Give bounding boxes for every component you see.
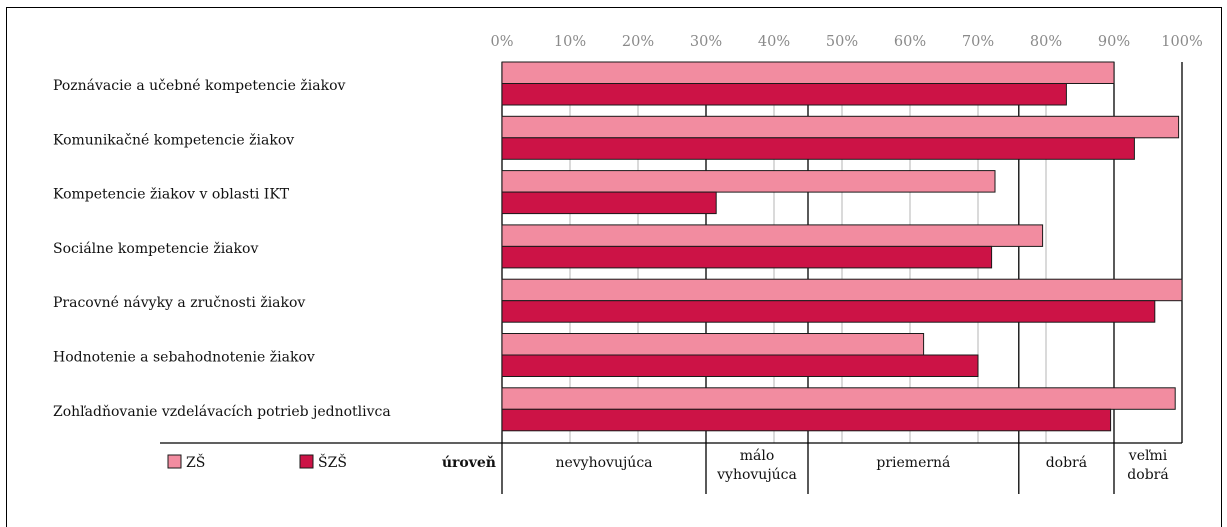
bar: [501, 83, 1067, 106]
level-label: dobrá: [1127, 467, 1168, 483]
category-label: Hodnotenie a sebahodnotenie žiakov: [53, 350, 315, 366]
bar: [501, 115, 1180, 139]
tick-label: 70%: [962, 34, 994, 50]
category-label: Poznávacie a učebné kompetencie žiakov: [53, 78, 346, 94]
legend-label: ŠZŠ: [318, 453, 347, 471]
legend-swatch: [167, 454, 182, 469]
bar: [501, 137, 1135, 160]
tick-label: 30%: [690, 34, 722, 50]
category-label: Kompetencie žiakov v oblasti IKT: [53, 187, 290, 203]
category-label: Zohľadňovanie vzdelávacích potrieb jedno…: [53, 404, 391, 420]
level-label: málo: [740, 448, 775, 464]
bar: [501, 408, 1112, 432]
legend-label: ZŠ: [186, 453, 205, 471]
tick-label: 90%: [1098, 34, 1130, 50]
level-label: nevyhovujúca: [555, 455, 652, 471]
bar: [501, 333, 925, 356]
level-label: veľmi: [1128, 448, 1168, 464]
tick-label: 0%: [490, 34, 513, 50]
bar: [501, 170, 996, 193]
bar: [501, 191, 717, 215]
bar: [501, 224, 1044, 247]
bar: [501, 278, 1183, 302]
level-title: úroveň: [442, 455, 496, 471]
level-label: priemerná: [876, 455, 950, 471]
bar: [501, 245, 993, 269]
tick-label: 10%: [554, 34, 586, 50]
level-label: dobrá: [1046, 455, 1087, 471]
tick-label: 80%: [1030, 34, 1062, 50]
tick-label: 20%: [622, 34, 654, 50]
tick-label: 100%: [1161, 34, 1202, 50]
legend-swatch: [299, 454, 314, 469]
category-label: Komunikačné kompetencie žiakov: [53, 132, 294, 148]
tick-label: 50%: [826, 34, 858, 50]
bar: [501, 300, 1156, 323]
bar: [501, 387, 1176, 410]
category-label: Sociálne kompetencie žiakov: [53, 241, 258, 257]
level-label: vyhovujúca: [716, 467, 797, 483]
bar: [501, 354, 979, 377]
tick-label: 60%: [894, 34, 926, 50]
chart-frame: [6, 7, 1222, 527]
category-label: Pracovné návyky a zručnosti žiakov: [53, 295, 305, 311]
bar: [501, 61, 1115, 84]
tick-label: 40%: [758, 34, 790, 50]
